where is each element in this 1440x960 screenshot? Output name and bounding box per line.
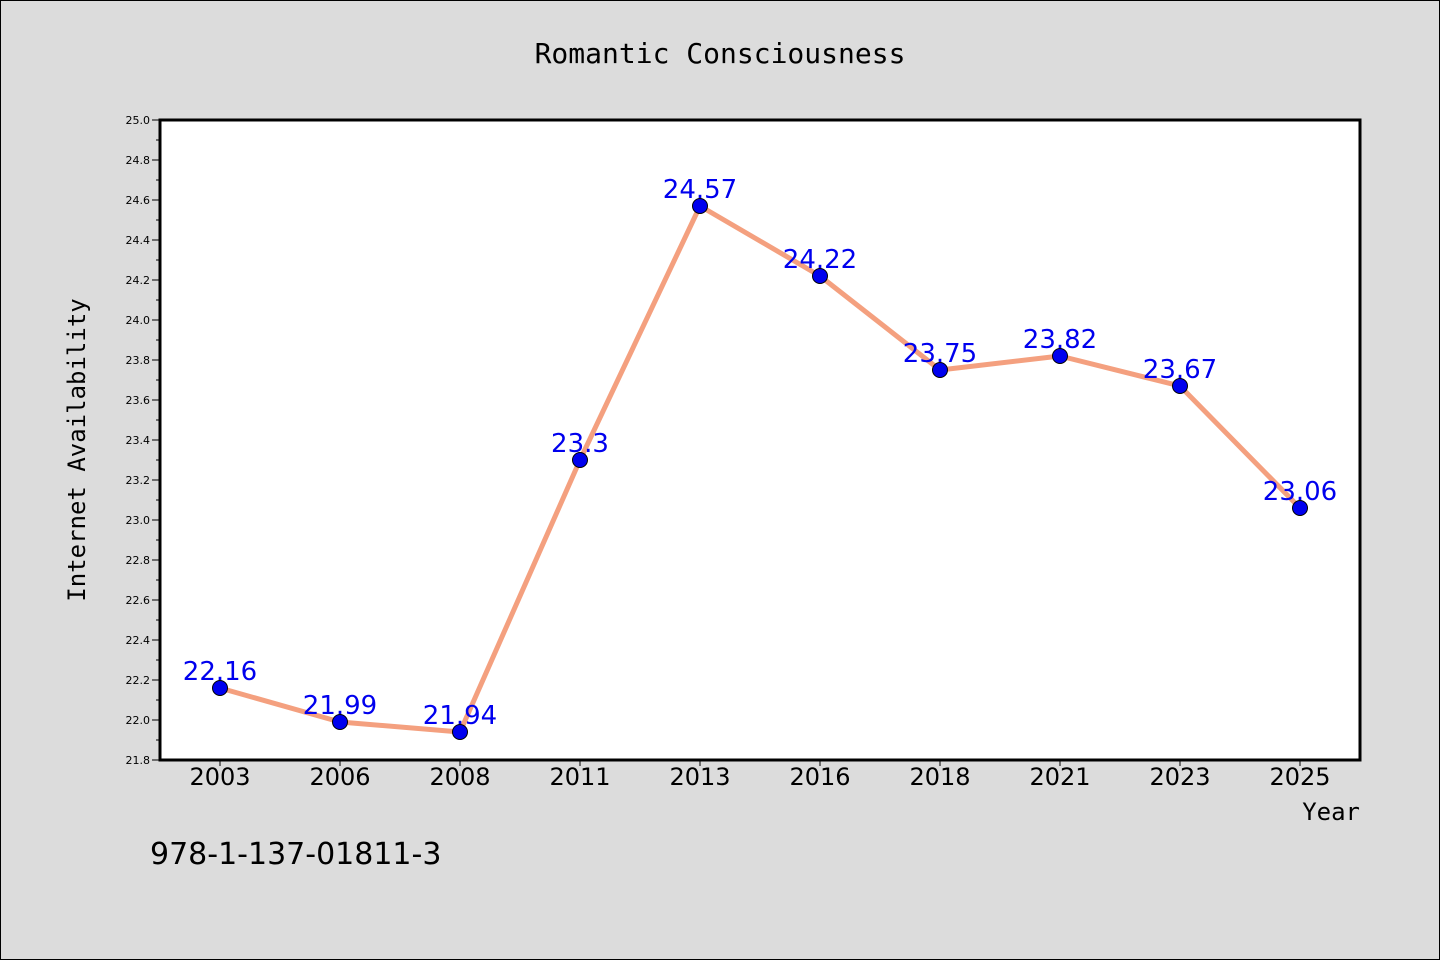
isbn-text: 978-1-137-01811-3: [150, 837, 441, 872]
series-line: [219, 203, 1302, 735]
data-label: 23.06: [1263, 477, 1337, 507]
data-point: [1172, 378, 1188, 394]
data-label: 24.57: [663, 175, 737, 205]
data-point: [572, 452, 588, 468]
data-point: [332, 714, 348, 730]
data-label: 24.22: [783, 245, 857, 275]
x-tick-label: 2013: [669, 763, 730, 791]
x-tick-label: 2008: [429, 763, 490, 791]
y-tick-label: 22.6: [126, 594, 151, 607]
data-label: 23.67: [1143, 355, 1217, 385]
y-tick-label: 23.0: [126, 514, 151, 527]
x-tick-label: 2003: [189, 763, 250, 791]
y-axis-label: Internet Availability: [63, 298, 91, 601]
y-tick-label: 24.0: [126, 314, 151, 327]
y-tick-label: 22.0: [126, 714, 151, 727]
y-tick-label: 22.8: [126, 554, 151, 567]
y-tick-label: 25.0: [126, 114, 151, 127]
y-tick-label: 22.4: [126, 634, 151, 647]
series-group: 22.16 21.99 21.94 23.3 24.57 24.22 23.75 23.82 2…: [183, 175, 1337, 740]
data-label: 22.16: [183, 657, 257, 687]
x-tick-label: 2006: [309, 763, 370, 791]
data-point: [1292, 500, 1308, 516]
y-tick-label: 24.4: [126, 234, 151, 247]
data-label: 21.99: [303, 691, 377, 721]
y-axis: 21.8 22.0 22.2 22.4 22.6 22.8 23.0 23.2 23.4 23.6…: [126, 114, 160, 767]
x-tick-label: 2023: [1149, 763, 1210, 791]
y-tick-label: 21.8: [126, 754, 151, 767]
y-tick-label: 23.8: [126, 354, 151, 367]
x-tick-label: 2021: [1029, 763, 1090, 791]
data-point: [932, 362, 948, 378]
x-tick-label: 2016: [789, 763, 850, 791]
y-tick-label: 22.2: [126, 674, 151, 687]
data-point: [212, 680, 228, 696]
data-point: [452, 724, 468, 740]
x-tick-label: 2018: [909, 763, 970, 791]
x-axis-label: Year: [1302, 798, 1360, 826]
data-label: 23.3: [551, 429, 609, 459]
data-label: 23.75: [903, 339, 977, 369]
y-tick-label: 23.6: [126, 394, 151, 407]
data-label: 21.94: [423, 701, 497, 731]
y-tick-label: 24.2: [126, 274, 151, 287]
y-tick-label: 24.6: [126, 194, 151, 207]
data-point: [692, 198, 708, 214]
x-axis: 2003 2006 2008 2011 2013 2016 2018 2021 2023 2025: [189, 760, 1331, 791]
data-point: [1052, 348, 1068, 364]
x-tick-label: 2011: [549, 763, 610, 791]
plot-area: [158, 118, 1362, 762]
y-tick-label: 24.8: [126, 154, 151, 167]
data-label: 23.82: [1023, 325, 1097, 355]
x-tick-label: 2025: [1269, 763, 1330, 791]
y-tick-label: 23.4: [126, 434, 151, 447]
data-point: [812, 268, 828, 284]
y-tick-label: 23.2: [126, 474, 151, 487]
chart-title: Romantic Consciousness: [535, 37, 906, 70]
